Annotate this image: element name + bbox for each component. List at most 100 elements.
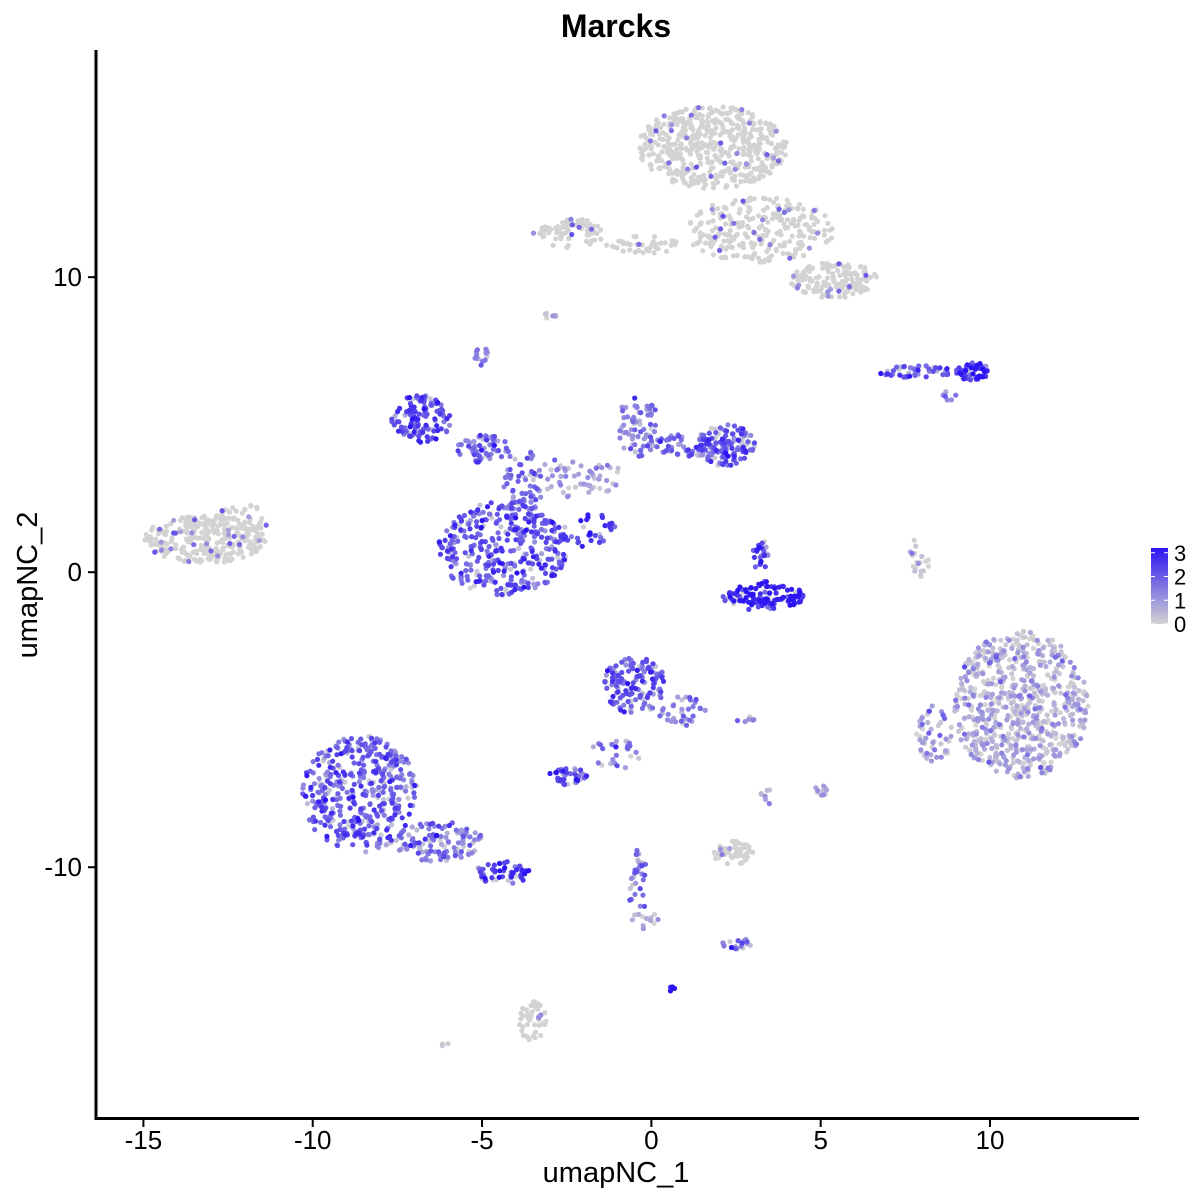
scatter-point xyxy=(428,402,434,408)
scatter-point xyxy=(766,801,772,807)
scatter-point xyxy=(542,579,548,585)
scatter-point xyxy=(568,534,575,540)
scatter-point xyxy=(444,416,450,422)
scatter-point xyxy=(750,849,756,855)
scatter-point xyxy=(1062,742,1068,748)
scatter-point xyxy=(318,783,324,789)
scatter-point xyxy=(703,240,709,246)
scatter-point xyxy=(623,688,629,694)
scatter-point xyxy=(959,681,965,687)
scatter-point xyxy=(718,140,724,146)
scatter-point xyxy=(483,517,489,523)
scatter-point xyxy=(722,221,729,227)
scatter-point xyxy=(598,742,604,748)
scatter-point xyxy=(751,595,757,601)
scatter-point xyxy=(767,242,773,248)
scatter-point xyxy=(411,404,417,410)
scatter-point xyxy=(389,822,395,828)
scatter-point xyxy=(602,679,608,685)
scatter-point xyxy=(952,708,958,714)
scatter-point xyxy=(420,429,426,435)
scatter-point xyxy=(477,442,483,449)
scatter-point xyxy=(1061,716,1067,722)
scatter-point xyxy=(544,315,550,321)
scatter-point xyxy=(1014,703,1020,709)
scatter-point xyxy=(1070,690,1076,696)
scatter-point xyxy=(758,126,764,132)
scatter-point xyxy=(678,718,685,724)
scatter-point xyxy=(745,152,751,158)
scatter-point xyxy=(759,168,765,174)
scatter-point xyxy=(736,853,742,859)
scatter-point xyxy=(674,451,681,457)
scatter-point xyxy=(632,449,638,455)
scatter-point xyxy=(595,223,601,229)
scatter-point xyxy=(651,680,657,686)
scatter-point xyxy=(1006,637,1012,643)
scatter-point xyxy=(979,709,985,715)
scatter-point xyxy=(641,903,648,910)
scatter-point xyxy=(148,536,154,542)
scatter-point xyxy=(893,364,900,370)
scatter-point xyxy=(226,556,232,562)
scatter-point xyxy=(644,915,650,922)
scatter-point xyxy=(349,754,355,760)
scatter-point xyxy=(578,463,584,469)
scatter-point xyxy=(791,273,797,279)
scatter-point xyxy=(593,465,599,471)
scatter-point xyxy=(628,753,634,759)
scatter-point xyxy=(665,149,671,155)
scatter-point xyxy=(897,372,903,378)
scatter-point xyxy=(632,442,638,448)
scatter-point xyxy=(1065,746,1071,752)
scatter-point xyxy=(710,146,717,152)
scatter-point xyxy=(633,697,639,703)
scatter-point xyxy=(300,782,307,788)
scatter-point xyxy=(351,800,357,806)
scatter-point xyxy=(632,891,638,898)
scatter-point xyxy=(918,568,924,574)
scatter-point xyxy=(732,198,738,204)
scatter-point xyxy=(756,176,762,182)
scatter-point xyxy=(640,914,646,920)
scatter-point xyxy=(846,264,852,270)
scatter-point xyxy=(224,515,230,521)
scatter-point xyxy=(368,780,375,787)
scatter-point xyxy=(600,746,606,752)
scatter-point xyxy=(766,124,773,130)
scatter-point xyxy=(393,837,399,843)
scatter-point xyxy=(528,1010,534,1017)
scatter-point xyxy=(491,433,498,440)
scatter-point xyxy=(558,482,564,488)
scatter-point xyxy=(525,560,531,566)
scatter-point xyxy=(711,849,717,856)
scatter-point xyxy=(1084,693,1090,699)
scatter-point xyxy=(483,346,489,352)
scatter-point xyxy=(513,515,519,521)
scatter-point xyxy=(349,748,355,754)
scatter-point xyxy=(1067,659,1073,665)
scatter-point xyxy=(738,179,744,185)
scatter-point xyxy=(715,855,722,861)
scatter-point xyxy=(575,218,581,224)
scatter-point xyxy=(1075,701,1081,707)
scatter-point xyxy=(637,886,643,892)
scatter-point xyxy=(473,519,480,525)
scatter-point xyxy=(1013,749,1019,756)
scatter-point xyxy=(735,427,741,433)
scatter-point xyxy=(759,258,766,264)
scatter-point xyxy=(496,874,502,880)
scatter-point xyxy=(572,772,579,778)
scatter-point xyxy=(324,833,330,840)
scatter-point xyxy=(514,570,520,576)
scatter-point xyxy=(688,451,695,458)
scatter-point xyxy=(604,462,611,468)
scatter-point xyxy=(709,206,715,212)
scatter-point xyxy=(563,222,569,228)
scatter-point xyxy=(1047,659,1053,665)
scatter-point xyxy=(532,1022,538,1028)
scatter-point xyxy=(1022,683,1028,689)
scatter-point xyxy=(719,436,726,442)
scatter-point xyxy=(194,551,200,557)
scatter-point xyxy=(776,584,782,590)
